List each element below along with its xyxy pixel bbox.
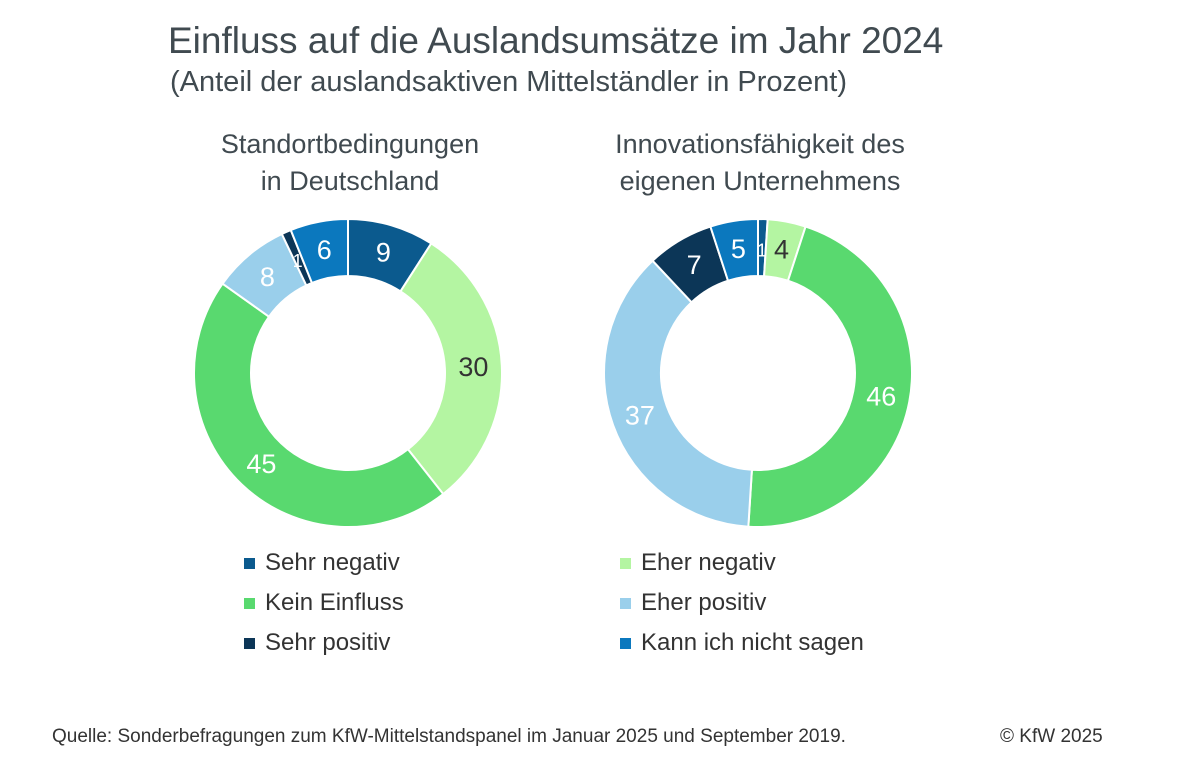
legend-item-sehr-positiv: Sehr positiv <box>244 629 390 657</box>
donut-left-title-line2: in Deutschland <box>260 166 440 196</box>
legend-label-eher-positiv: Eher positiv <box>641 589 767 616</box>
right-slice-kein-einfluss <box>747 225 913 528</box>
legend-label-kein-einfluss: Kein Einfluss <box>265 589 404 616</box>
right-label-eher-negativ: 4 <box>774 235 789 265</box>
legend-item-kann-ich-nicht-sagen: Kann ich nicht sagen <box>620 629 864 657</box>
left-label-kann-ich-nicht-sagen: 6 <box>317 235 332 265</box>
legend-swatch-eher-negativ <box>620 557 631 569</box>
legend-swatch-kann-ich-nicht-sagen <box>620 637 631 649</box>
legend-label-eher-negativ: Eher negativ <box>641 549 776 576</box>
legend-swatch-sehr-positiv <box>244 637 255 649</box>
legend-item-eher-negativ: Eher negativ <box>620 549 776 577</box>
legend-item-eher-positiv: Eher positiv <box>620 589 766 617</box>
chart-title: Einfluss auf die Auslandsumsätze im Jahr… <box>168 20 944 61</box>
chart-subtitle: (Anteil der auslandsaktiven Mittelständl… <box>170 66 847 98</box>
legend-swatch-sehr-negativ <box>244 557 255 569</box>
legend-item-sehr-negativ: Sehr negativ <box>244 549 400 577</box>
donut-right-title: Innovationsfähigkeit des eigenen Unterne… <box>560 126 960 200</box>
footer-copyright: © KfW 2025 <box>1000 726 1103 747</box>
right-label-kein-einfluss: 46 <box>866 382 896 412</box>
legend-label-sehr-positiv: Sehr positiv <box>265 629 391 656</box>
right-label-sehr-positiv: 7 <box>687 250 702 280</box>
left-slice-kann-ich-nicht-sagen <box>289 217 349 285</box>
left-slice-eher-negativ <box>399 242 503 496</box>
left-label-eher-positiv: 8 <box>260 262 275 292</box>
donut-left-title-line1: Standortbedingungen <box>220 129 480 159</box>
right-slice-eher-positiv <box>603 259 753 528</box>
left-label-sehr-positiv: 1 <box>293 251 303 271</box>
right-label-eher-positiv: 37 <box>625 401 655 431</box>
legend-label-sehr-negativ: Sehr negativ <box>265 549 400 576</box>
left-slice-kein-einfluss <box>193 282 445 528</box>
footer-source: Quelle: Sonderbefragungen zum KfW-Mittel… <box>52 726 846 747</box>
right-slice-kann-ich-nicht-sagen <box>709 217 759 283</box>
legend-label-kann-ich-nicht-sagen: Kann ich nicht sagen <box>641 629 864 656</box>
donut-left-title: Standortbedingungen in Deutschland <box>190 126 510 200</box>
donut-right-title-line1: Innovationsfähigkeit des <box>615 129 905 159</box>
donut-right-title-line2: eigenen Unternehmens <box>619 166 901 196</box>
right-label-kann-ich-nicht-sagen: 5 <box>731 234 746 264</box>
legend-swatch-eher-positiv <box>620 597 631 609</box>
right-label-sehr-negativ: 1 <box>757 241 767 261</box>
left-label-kein-einfluss: 45 <box>246 449 276 479</box>
legend-swatch-kein-einfluss <box>244 597 255 609</box>
legend-item-kein-einfluss: Kein Einfluss <box>244 589 404 617</box>
left-label-eher-negativ: 30 <box>458 352 488 382</box>
left-label-sehr-negativ: 9 <box>376 238 391 268</box>
